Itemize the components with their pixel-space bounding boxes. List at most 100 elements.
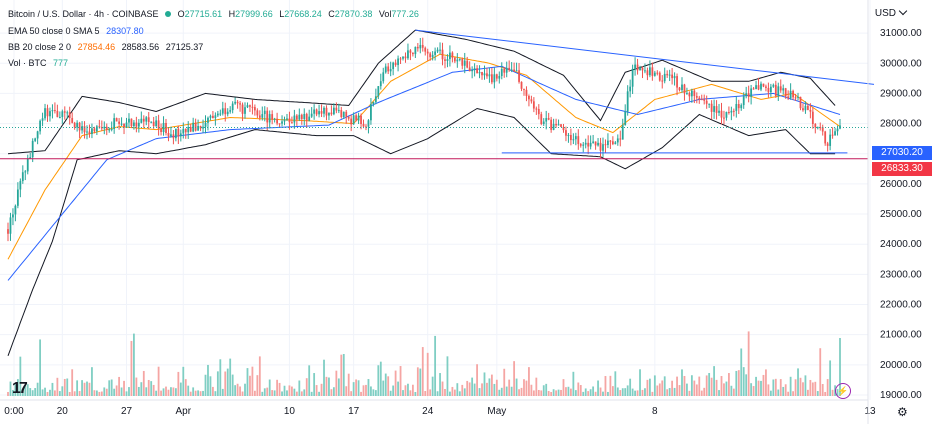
ema-legend[interactable]: EMA 50 close 0 SMA 5 28307.80 bbox=[8, 25, 148, 37]
volume-bar bbox=[365, 384, 367, 396]
candle-body bbox=[728, 111, 730, 113]
candle-body bbox=[742, 96, 745, 106]
volume-bar bbox=[476, 364, 478, 396]
volume-bar bbox=[105, 388, 108, 396]
candle-body bbox=[579, 144, 582, 146]
volume-bar bbox=[676, 376, 678, 396]
resistance-trendline[interactable] bbox=[415, 29, 875, 85]
candle-body bbox=[234, 101, 237, 104]
volume-bar bbox=[565, 387, 567, 396]
x-tick-label: 20 bbox=[57, 406, 69, 417]
bb-legend[interactable]: BB 20 close 2 0 27854.46 28583.56 27125.… bbox=[8, 41, 207, 53]
candle-body bbox=[619, 138, 622, 140]
volume-bar bbox=[199, 391, 202, 396]
volume-bar bbox=[782, 386, 785, 396]
volume-bar bbox=[515, 378, 518, 396]
volume-bar bbox=[621, 388, 624, 396]
candle-body bbox=[513, 69, 516, 71]
candle-body bbox=[29, 157, 32, 159]
candle-body bbox=[811, 111, 814, 124]
candle-body bbox=[720, 110, 723, 118]
volume-bar bbox=[214, 391, 217, 396]
volume-bar bbox=[624, 388, 627, 396]
volume-bar bbox=[157, 366, 160, 396]
candle-body bbox=[192, 122, 195, 132]
volume-bar bbox=[607, 391, 609, 396]
volume-bar bbox=[681, 369, 683, 396]
candle-body bbox=[184, 128, 187, 133]
bb-lower-line bbox=[7, 107, 836, 356]
candle-body bbox=[582, 144, 585, 146]
price-tag-level: 26833.30 bbox=[872, 162, 932, 176]
volume-bar bbox=[160, 390, 162, 396]
candle-body bbox=[219, 113, 222, 115]
volume-bar bbox=[286, 390, 288, 396]
volume-bar bbox=[147, 379, 150, 396]
candle-body bbox=[777, 86, 780, 97]
volume-bar bbox=[293, 388, 296, 396]
volume-bar bbox=[574, 390, 577, 396]
candle-body bbox=[495, 74, 498, 79]
volume-bar bbox=[767, 384, 770, 396]
symbol-legend[interactable]: Bitcoin / U.S. Dollar · 4h · COINBASE O2… bbox=[8, 8, 423, 20]
volume-bar bbox=[831, 389, 834, 396]
candle-body bbox=[256, 110, 259, 116]
volume-bar bbox=[419, 368, 422, 396]
volume-bar bbox=[434, 335, 437, 396]
volume-bar bbox=[239, 386, 241, 396]
volume-bar bbox=[120, 387, 123, 396]
trend-lines[interactable] bbox=[0, 29, 875, 160]
candle-body bbox=[253, 107, 256, 111]
tradingview-logo-icon[interactable]: 17 bbox=[12, 380, 28, 397]
vol-legend[interactable]: Vol · BTC 777 bbox=[8, 57, 72, 69]
volume-bar bbox=[471, 377, 474, 396]
volume-bar bbox=[56, 377, 59, 396]
candle-body bbox=[152, 121, 155, 127]
volume-bar bbox=[152, 384, 155, 396]
bb-label: BB 20 close 2 0 bbox=[8, 42, 72, 52]
volume-bar bbox=[774, 378, 777, 396]
candle-body bbox=[668, 74, 671, 76]
candle-body bbox=[93, 128, 96, 132]
candle-body bbox=[661, 80, 664, 82]
lightning-icon[interactable]: ⚡ bbox=[835, 383, 851, 399]
volume-bar bbox=[61, 386, 64, 396]
candle-body bbox=[44, 108, 46, 119]
volume-bar bbox=[113, 388, 116, 396]
candle-body bbox=[493, 74, 496, 83]
volume-bar bbox=[757, 380, 760, 396]
volume-bar bbox=[678, 385, 681, 396]
candle-body bbox=[466, 60, 469, 68]
candle-body bbox=[170, 134, 172, 136]
currency-selector[interactable]: USD bbox=[875, 6, 908, 19]
candle-body bbox=[320, 111, 323, 114]
candle-body bbox=[308, 116, 311, 121]
volume-bar bbox=[594, 391, 597, 396]
ema-value: 28307.80 bbox=[106, 26, 144, 36]
candle-body bbox=[476, 68, 478, 74]
volume-bar bbox=[63, 378, 66, 396]
volume-bar bbox=[226, 368, 229, 396]
volume-bar bbox=[384, 373, 387, 396]
volume-bar bbox=[268, 379, 271, 396]
volume-bar bbox=[634, 390, 636, 396]
ema-50-line bbox=[7, 65, 841, 281]
volume-bar bbox=[648, 378, 651, 396]
volume-bar bbox=[382, 380, 385, 396]
candle-body bbox=[436, 49, 439, 52]
candle-body bbox=[337, 110, 340, 112]
gear-icon[interactable]: ⚙ bbox=[897, 405, 908, 419]
candle-body bbox=[708, 103, 711, 105]
volume-bar bbox=[29, 388, 32, 396]
candle-body bbox=[421, 44, 424, 48]
candle-body bbox=[204, 122, 207, 127]
volume-bar bbox=[411, 384, 414, 396]
volume-bar bbox=[71, 369, 74, 396]
volume-bar bbox=[760, 380, 762, 396]
candle-body bbox=[762, 83, 765, 87]
candle-body bbox=[49, 111, 51, 117]
volume-bar bbox=[839, 338, 841, 396]
volume-bar bbox=[12, 389, 14, 396]
volume-bar bbox=[562, 379, 565, 396]
